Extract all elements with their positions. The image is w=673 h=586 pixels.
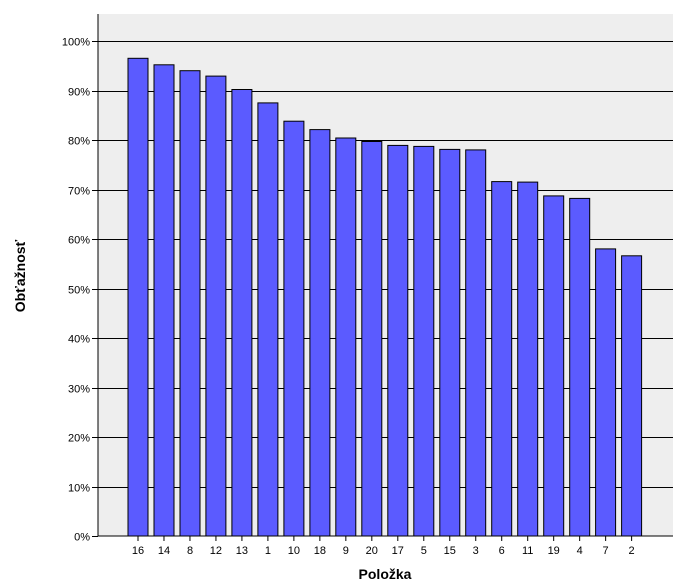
bar-2 [621, 255, 643, 537]
x-tick-label: 8 [187, 545, 193, 557]
x-axis-title: Položka [359, 566, 412, 582]
y-tick-label: 0% [74, 532, 90, 544]
bar-4 [569, 197, 591, 537]
x-tick-label: 6 [499, 545, 505, 557]
bar-5 [413, 145, 435, 537]
x-tick-label: 16 [132, 545, 144, 557]
bar-8 [179, 70, 201, 537]
x-tick-label: 13 [236, 545, 248, 557]
bar-14 [153, 64, 175, 537]
bars [127, 57, 643, 537]
bar-3 [465, 149, 487, 537]
bar-20 [361, 141, 383, 537]
y-tick-label: 30% [68, 384, 90, 396]
x-tick-label: 5 [421, 545, 427, 557]
y-tick-label: 100% [62, 37, 90, 49]
x-tick-label: 4 [577, 545, 583, 557]
x-tick-label: 11 [522, 545, 533, 557]
x-axis-ticks: 16 14 8 12 13 1 10 18 9 20 17 5 15 3 6 11 19 4 7 2 [132, 536, 635, 557]
bar-18 [309, 129, 331, 537]
y-tick-label: 80% [68, 136, 90, 148]
bar-15 [439, 148, 461, 537]
x-tick-label: 7 [603, 545, 609, 557]
y-axis-ticks: 0% 10% 20% 30% 40% 50% 60% 70% 80% 90% 100% [62, 37, 98, 544]
y-tick-label: 40% [68, 334, 90, 346]
x-tick-label: 12 [210, 545, 222, 557]
bar-10 [283, 120, 305, 537]
bar-7 [595, 248, 617, 537]
y-axis-title: Obťažnosť [12, 239, 28, 312]
y-tick-label: 20% [68, 433, 90, 445]
x-tick-label: 17 [392, 545, 404, 557]
bar-11 [517, 181, 539, 537]
y-tick-label: 10% [68, 483, 90, 495]
bar-9 [335, 137, 357, 537]
bar-17 [387, 144, 409, 537]
y-tick-label: 60% [68, 235, 90, 247]
bar-12 [205, 75, 227, 537]
x-tick-label: 9 [343, 545, 349, 557]
bar-16 [127, 57, 149, 537]
x-tick-label: 20 [366, 545, 378, 557]
y-tick-label: 50% [68, 285, 90, 297]
x-tick-label: 18 [314, 545, 326, 557]
y-tick-label: 90% [68, 87, 90, 99]
x-tick-label: 10 [288, 545, 300, 557]
bar-1 [257, 102, 279, 537]
bar-19 [543, 195, 565, 537]
bar-6 [491, 181, 513, 537]
x-tick-label: 15 [444, 545, 456, 557]
bar-13 [231, 89, 253, 537]
x-tick-label: 1 [265, 545, 271, 557]
x-tick-label: 14 [158, 545, 170, 557]
y-tick-label: 70% [68, 186, 90, 198]
x-tick-label: 3 [473, 545, 479, 557]
x-tick-label: 19 [548, 545, 560, 557]
x-tick-label: 2 [629, 545, 635, 557]
